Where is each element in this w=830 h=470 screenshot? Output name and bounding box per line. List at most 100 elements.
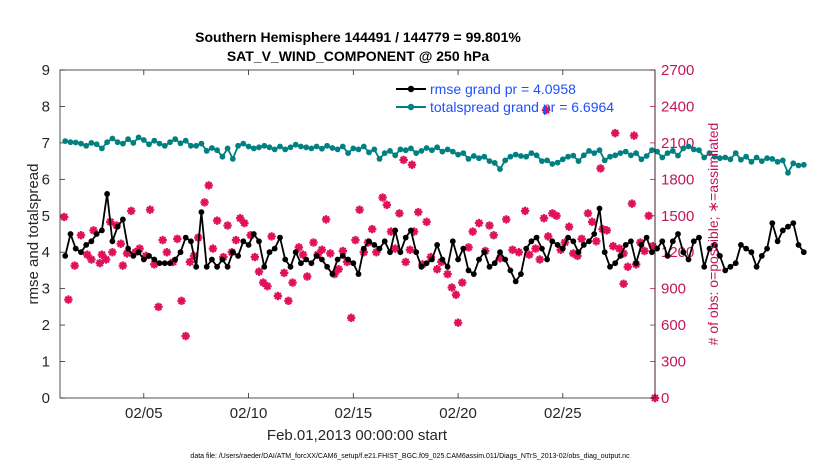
chart-title-line1: Southern Hemisphere 144491 / 144779 = 99… [195, 29, 521, 45]
obs-assimilated-point [89, 226, 98, 235]
series-point-rmse [654, 245, 660, 252]
series-point-totalspread [628, 152, 634, 159]
x-tick-label: 02/05 [125, 405, 163, 422]
series-point-rmse [628, 238, 634, 245]
plot-area [60, 70, 655, 398]
series-point-rmse [470, 271, 477, 277]
series-point-totalspread [214, 147, 221, 154]
legend-label-totalspread: totalspread grand pr = 6.6964 [430, 99, 614, 115]
obs-assimilated-point [177, 296, 186, 306]
series-point-totalspread [790, 160, 797, 167]
series-point-rmse [429, 256, 435, 263]
series-point-rmse [130, 253, 137, 259]
series-point-rmse [800, 249, 807, 256]
obs-assimilated-point [108, 248, 117, 257]
series-point-totalspread [381, 150, 388, 157]
series-point-totalspread [329, 145, 336, 151]
series-point-rmse [570, 238, 577, 245]
series-point-totalspread [146, 141, 152, 148]
series-point-rmse [732, 260, 739, 267]
series-point-rmse [717, 253, 723, 259]
series-point-rmse [345, 256, 351, 263]
series-point-rmse [476, 256, 482, 263]
series-point-totalspread [669, 148, 676, 154]
series-point-totalspread [235, 142, 242, 149]
legend-marker-rmse [407, 85, 415, 93]
series-point-rmse [167, 260, 173, 267]
x-tick-label: 02/20 [439, 405, 477, 422]
series-point-rmse [507, 267, 514, 274]
series-point-rmse [680, 249, 687, 256]
obs-assimilated-point [485, 221, 494, 230]
series-point-totalspread [559, 156, 566, 163]
series-point-rmse [319, 256, 325, 263]
series-point-rmse [182, 234, 189, 241]
series-point-totalspread [277, 143, 283, 150]
series-point-totalspread [622, 148, 629, 155]
series-point-rmse [439, 256, 446, 263]
series-point-totalspread [67, 139, 74, 146]
obs-assimilated-point [127, 206, 136, 216]
series-point-rmse [580, 242, 587, 248]
series-point-rmse [282, 256, 289, 263]
obs-assimilated-point [640, 246, 649, 256]
series-point-totalspread [167, 139, 173, 146]
series-point-rmse [481, 249, 488, 256]
obs-assimilated-point [474, 218, 484, 228]
obs-assimilated-point [208, 244, 218, 253]
series-point-totalspread [282, 146, 289, 153]
series-point-rmse [324, 263, 330, 270]
obs-assimilated-point [619, 279, 628, 289]
series-point-totalspread [250, 145, 257, 152]
series-point-totalspread [434, 144, 440, 151]
series-point-totalspread [580, 152, 587, 159]
obs-assimilated-point [294, 243, 304, 252]
series-point-totalspread [732, 150, 739, 157]
series-point-totalspread [140, 137, 147, 143]
series-point-totalspread [738, 156, 744, 163]
obs-assimilated-point [468, 227, 477, 236]
series-point-rmse [313, 253, 320, 259]
obs-assimilated-point [254, 267, 264, 276]
left-y-tick-label: 7 [42, 135, 50, 152]
series-point-totalspread [449, 148, 456, 155]
series-point-rmse [266, 249, 273, 256]
series-point-rmse [779, 227, 786, 234]
obs-assimilated-point [334, 265, 343, 274]
series-point-rmse [188, 238, 194, 245]
obs-assimilated-point [240, 218, 249, 228]
obs-assimilated-point [145, 205, 155, 214]
left-y-tick-label: 4 [42, 244, 50, 261]
series-point-rmse [298, 260, 304, 267]
series-point-totalspread [491, 160, 498, 166]
series-point-totalspread [292, 141, 299, 148]
series-point-rmse [392, 227, 399, 234]
series-point-rmse [449, 238, 456, 245]
series-point-rmse [177, 249, 184, 256]
series-point-rmse [743, 245, 749, 252]
series-point-rmse [240, 238, 247, 245]
series-point-totalspread [476, 155, 482, 162]
series-point-rmse [245, 242, 252, 248]
series-point-totalspread [245, 143, 252, 150]
line-series [62, 134, 807, 285]
right-y-tick-label: 2400 [661, 98, 694, 115]
x-axis-ticks: 02/05 02/10 02/15 02/20 02/25 [125, 70, 582, 422]
series-point-rmse [214, 263, 221, 270]
obs-assimilated-point [514, 248, 524, 257]
right-y-tick-label: 2100 [661, 135, 694, 152]
series-point-totalspread [313, 143, 320, 150]
series-point-totalspread [795, 162, 802, 169]
series-point-rmse [591, 231, 598, 237]
series-point-totalspread [706, 150, 713, 157]
series-point-totalspread [271, 146, 278, 153]
obs-assimilated-point [453, 318, 463, 327]
series-point-totalspread [392, 152, 399, 159]
obs-assimilated-point [422, 217, 431, 227]
series-point-totalspread [638, 156, 645, 163]
series-point-rmse [402, 234, 409, 241]
obs-assimilated-point [531, 244, 540, 253]
series-point-rmse [219, 256, 226, 263]
obs-assimilated-point [405, 245, 415, 254]
